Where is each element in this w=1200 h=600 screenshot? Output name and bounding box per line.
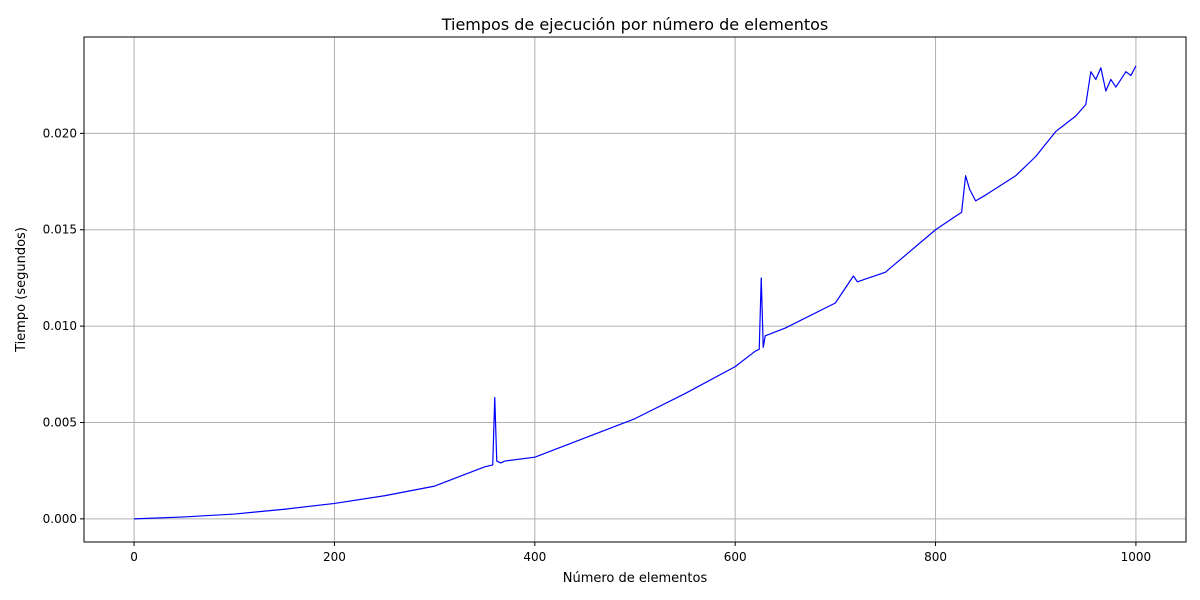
x-tick-label: 600 (724, 550, 747, 564)
y-tick-label: 0.010 (43, 319, 77, 333)
y-tick-label: 0.005 (43, 415, 77, 429)
tick-layer: 0 200 400 600 800 1000 0.000 0.005 0.010 0.015 0.0… (43, 126, 1152, 564)
grid-lines (84, 37, 1186, 542)
x-tick-label: 200 (323, 550, 346, 564)
plot-frame (83, 36, 1187, 543)
x-tick-label: 400 (523, 550, 546, 564)
y-axis-label: Tiempo (segundos) (14, 227, 29, 353)
x-tick-label: 1000 (1121, 550, 1152, 564)
series-line (134, 65, 1137, 520)
series-layer (134, 65, 1137, 520)
x-axis-label: Número de elementos (563, 571, 708, 586)
x-tick-label: 0 (130, 550, 138, 564)
y-tick-label: 0.015 (43, 223, 77, 237)
y-tick-label: 0.000 (43, 512, 77, 526)
chart-title: Tiempos de ejecución por número de eleme… (441, 15, 829, 34)
y-tick-label: 0.020 (43, 126, 77, 140)
x-tick-label: 800 (924, 550, 947, 564)
